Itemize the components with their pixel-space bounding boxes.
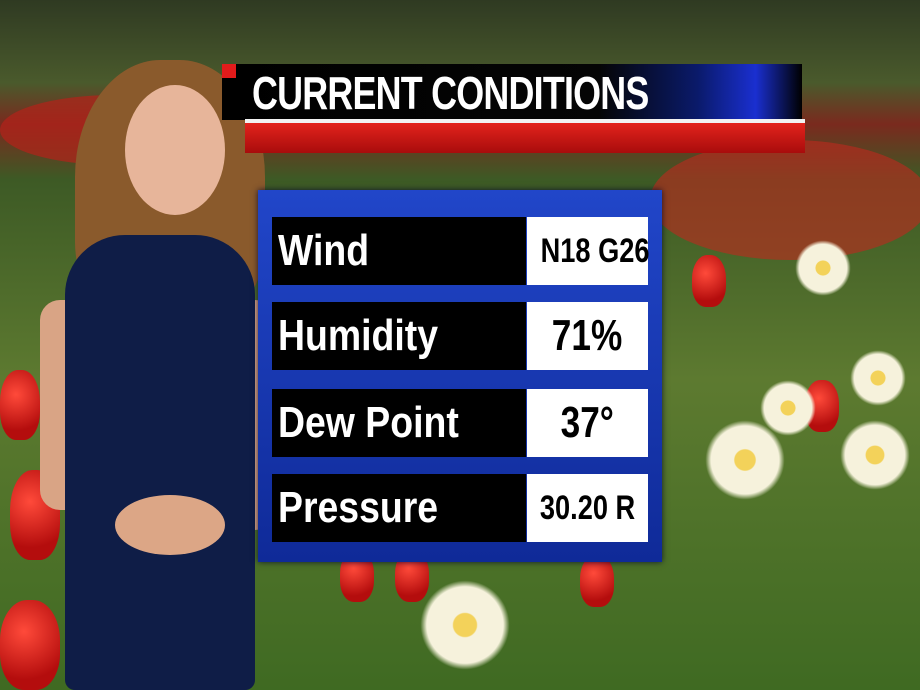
face xyxy=(125,85,225,215)
daffodil xyxy=(850,350,906,406)
daffodil xyxy=(760,380,816,436)
tulip xyxy=(0,370,40,440)
pressure-label: Pressure xyxy=(278,483,439,532)
pressure-value: 30.20 R xyxy=(539,489,636,527)
hands xyxy=(115,495,225,555)
daffodil xyxy=(705,420,785,500)
humidity-value: 71% xyxy=(552,311,623,360)
dew-point-row: Dew Point 37° xyxy=(272,389,648,457)
dress xyxy=(65,235,255,690)
daffodil xyxy=(795,240,851,296)
banner-title: CURRENT CONDITIONS xyxy=(252,67,649,119)
wind-row: Wind N18 G26 xyxy=(272,217,650,285)
red-banner-bar xyxy=(245,123,805,153)
conditions-panel: Wind N18 G26 Humidity 71% Dew Point 37° … xyxy=(258,190,662,562)
humidity-label: Humidity xyxy=(278,311,438,360)
dew-point-label: Dew Point xyxy=(278,398,459,447)
station-logo xyxy=(222,64,236,78)
tulip xyxy=(0,600,60,690)
wind-value: N18 G26 xyxy=(540,232,650,270)
daffodil xyxy=(840,420,910,490)
humidity-row: Humidity 71% xyxy=(272,302,648,370)
title-banner xyxy=(222,64,802,120)
dew-point-value: 37° xyxy=(560,398,615,447)
tulip-bed xyxy=(650,140,920,260)
pressure-row: Pressure 30.20 R xyxy=(272,474,648,542)
banner-divider xyxy=(245,119,805,123)
wind-label: Wind xyxy=(278,226,370,275)
daffodil xyxy=(420,580,510,670)
tulip xyxy=(580,555,614,607)
tulip xyxy=(692,255,726,307)
